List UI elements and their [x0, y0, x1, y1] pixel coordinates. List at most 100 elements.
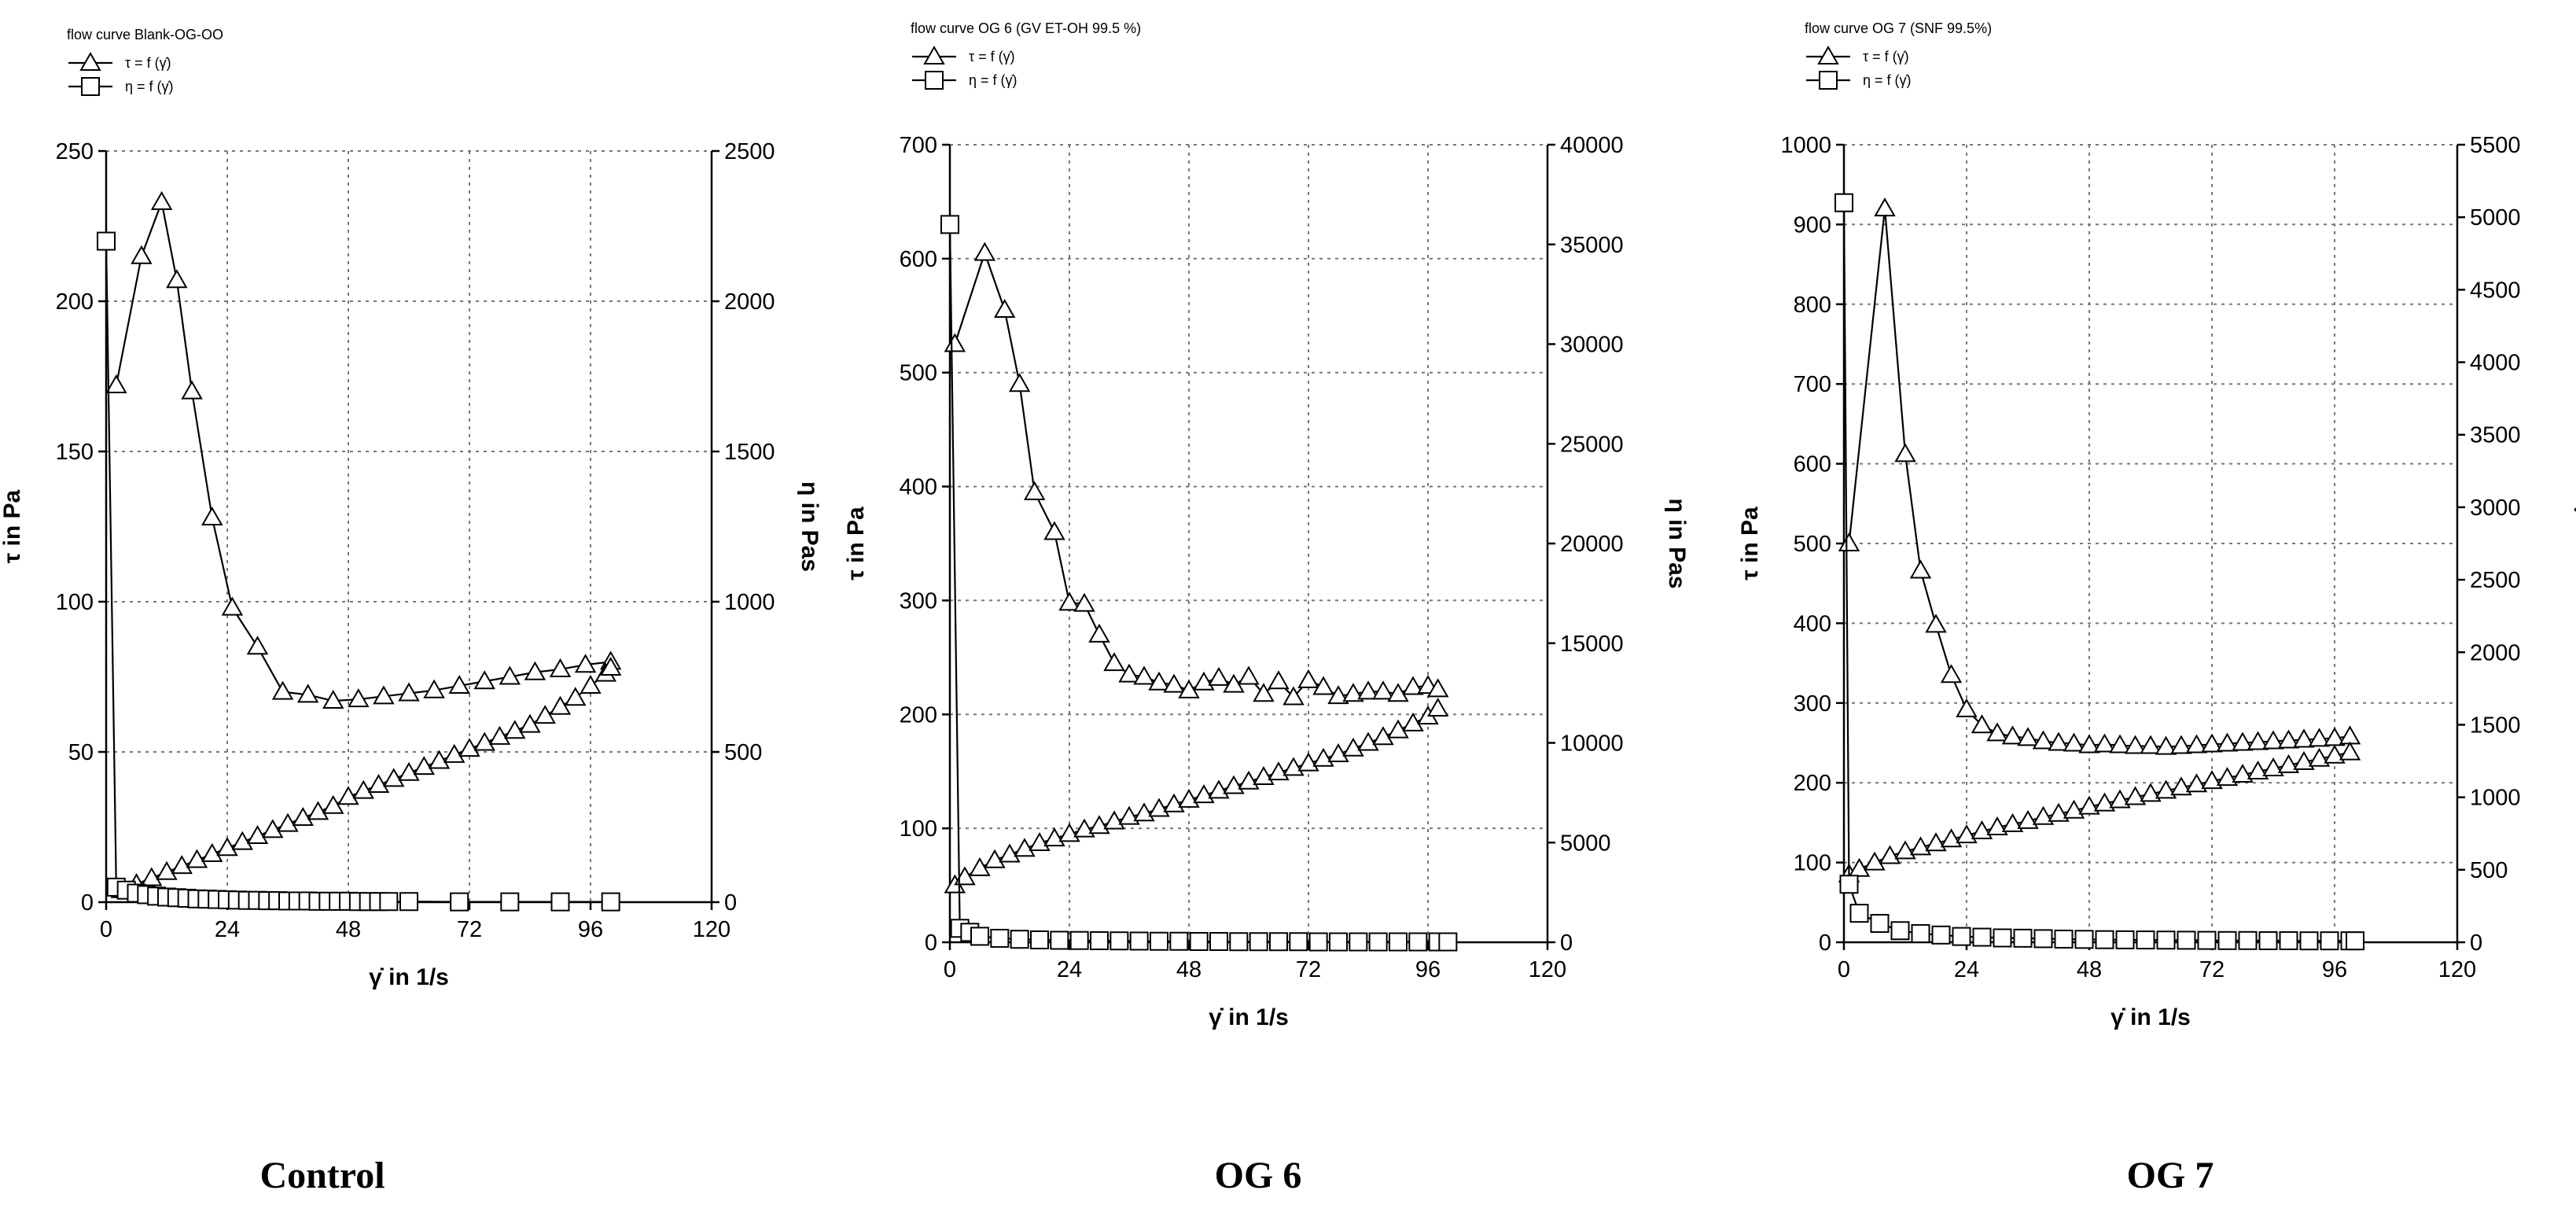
data-point [2247, 731, 2269, 750]
y-right-tick-label: 25000 [1560, 432, 1624, 457]
legend-entry: η = f (γ̇) [969, 72, 1018, 88]
data-point [1289, 932, 1308, 952]
data-point [1894, 443, 1916, 462]
x-tick-label: 96 [578, 917, 603, 942]
legend-marker-triangle [79, 51, 101, 71]
data-point [2063, 732, 2085, 752]
legend-marker-square [81, 77, 100, 96]
data-point [1426, 678, 1449, 698]
y-left-tick-label: 200 [900, 702, 937, 728]
y-right-tick-label: 1500 [2470, 713, 2521, 738]
data-point [1389, 932, 1408, 952]
data-point [1986, 722, 2008, 742]
x-tick-label: 48 [1176, 957, 1202, 982]
data-point [984, 849, 1006, 868]
series-line-1 [954, 250, 1439, 699]
y-right-tick-label: 10000 [1560, 731, 1624, 757]
legend-entry: τ = f (γ̇) [125, 55, 171, 71]
x-axis-label: γ̇ in 1/s [2110, 1004, 2191, 1030]
data-point [2048, 731, 2070, 751]
data-point [2339, 741, 2361, 761]
data-point [970, 927, 989, 946]
data-point [1342, 683, 1364, 702]
x-tick-label: 72 [1296, 957, 1321, 982]
data-point [1940, 828, 1963, 848]
data-point [1838, 532, 1860, 551]
data-point [1150, 931, 1168, 951]
legend-marker-square [1819, 71, 1838, 90]
data-point [1118, 663, 1140, 683]
y-right-tick-label: 20000 [1560, 532, 1624, 557]
data-point [1834, 193, 1853, 212]
data-point [186, 849, 208, 868]
data-point [1890, 921, 1910, 941]
data-point [2063, 799, 2085, 819]
y-left-tick-label: 100 [1794, 851, 1831, 876]
series-line-2 [1848, 751, 2350, 875]
chart-panel-2: 0 24 48 72 96 1200100200300400500600700050001… [843, 20, 1690, 1196]
data-point [1349, 932, 1368, 952]
data-point [1178, 679, 1200, 698]
data-point [473, 670, 495, 690]
data-point [990, 928, 1010, 948]
data-point [499, 665, 521, 685]
data-point [580, 674, 602, 694]
data-point [2308, 728, 2331, 747]
data-point [2109, 789, 2131, 809]
data-point [1972, 927, 1992, 947]
data-point [2140, 735, 2162, 754]
data-point [1297, 669, 1319, 688]
y-right-tick-label: 5000 [1560, 831, 1611, 856]
data-point [1073, 592, 1095, 612]
legend-entry: η = f (γ̇) [1863, 72, 1912, 88]
x-tick-label: 120 [2438, 957, 2476, 982]
data-point [150, 190, 173, 210]
data-point [1357, 680, 1379, 700]
y-left-tick-label: 600 [900, 247, 937, 272]
x-tick-label: 120 [1529, 957, 1566, 982]
y-left-tick-label: 600 [1794, 452, 1831, 477]
data-point [1864, 851, 1886, 871]
y-axis-label-right: η in Pas [1664, 498, 1690, 588]
data-point [1956, 698, 1978, 717]
data-point [141, 867, 163, 886]
y-left-tick-label: 150 [56, 440, 94, 465]
y-left-tick-label: 400 [900, 475, 937, 500]
data-point [1043, 521, 1065, 540]
data-point [2078, 734, 2100, 754]
data-point [1956, 824, 1978, 844]
data-point [1849, 904, 1869, 923]
chart-title: flow curve Blank-OG-OO [67, 27, 223, 42]
x-tick-label: 48 [2077, 957, 2102, 982]
panel-caption: OG 7 [2127, 1155, 2214, 1196]
data-point [1008, 373, 1031, 392]
y-right-tick-label: 2500 [724, 139, 775, 164]
series-line-3 [948, 224, 1448, 943]
x-tick-label: 24 [1057, 957, 1082, 982]
data-point [1971, 820, 1993, 840]
data-point [2017, 809, 2039, 829]
data-point [1909, 836, 1932, 856]
y-left-tick-label: 500 [1794, 532, 1831, 557]
legend-entry: η = f (γ̇) [125, 79, 174, 94]
y-right-tick-label: 5500 [2470, 133, 2521, 158]
data-point [973, 241, 996, 261]
data-point [1223, 673, 1245, 693]
data-point [2277, 729, 2300, 749]
data-point [2156, 930, 2176, 950]
data-point [1329, 932, 1348, 952]
chart-panel-1: 0 24 48 72 96 1200501001502002500500100015002… [0, 27, 822, 1196]
data-point [2308, 747, 2331, 767]
data-point [1308, 932, 1328, 952]
data-point [262, 819, 284, 838]
data-point [2216, 767, 2239, 787]
y-right-tick-label: 2000 [2470, 640, 2521, 665]
y-right-tick-label: 1500 [724, 440, 775, 465]
y-left-tick-label: 250 [56, 139, 94, 164]
data-point [2216, 732, 2239, 752]
x-tick-label: 96 [1415, 957, 1441, 982]
data-point [1118, 805, 1140, 825]
data-point [352, 779, 374, 799]
data-point [601, 892, 620, 912]
